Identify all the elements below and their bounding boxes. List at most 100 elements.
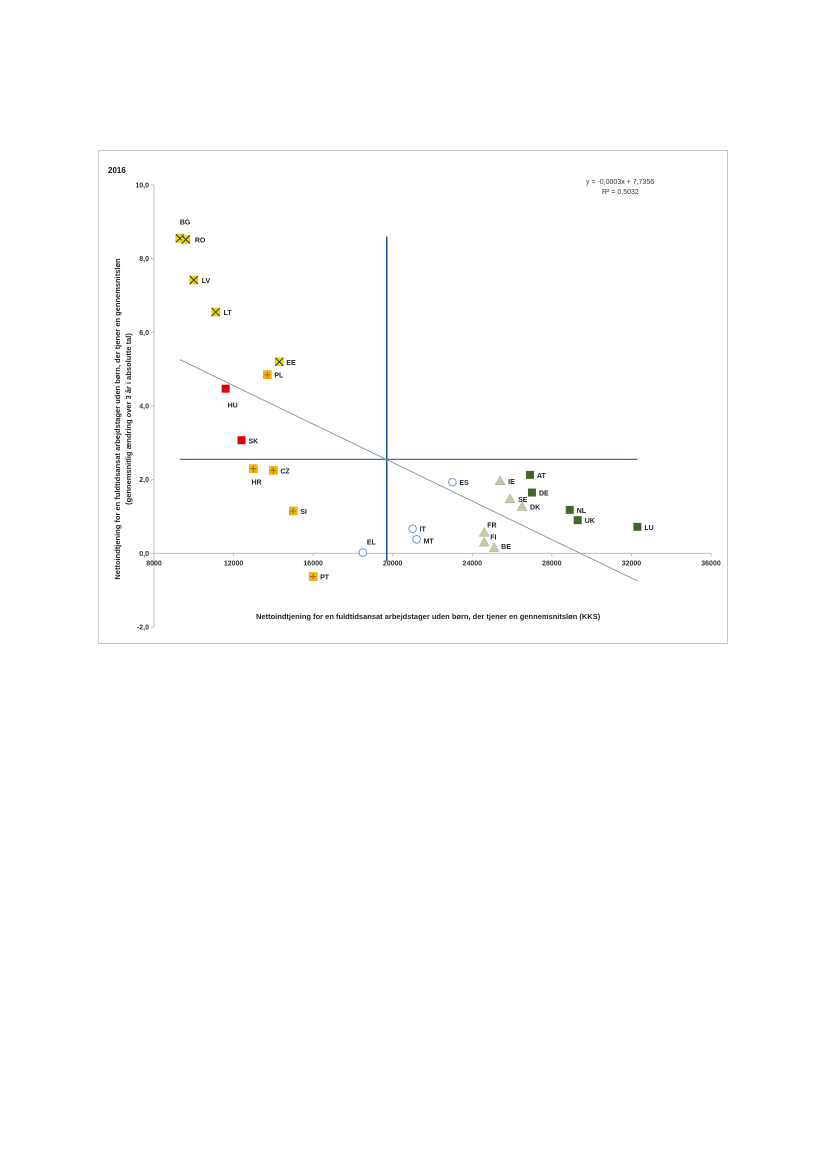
data-point-de: DE [527,488,549,498]
point-label: IE [508,479,515,486]
x-tick-label: 20000 [383,560,403,567]
trend-equation: y = -0,0003x + 7,7356 [586,179,654,186]
y-tick-label: 0,0 [139,551,149,558]
trend-r-squared: R² = 0,5032 [602,189,639,196]
point-marker [516,501,528,511]
data-point-cz: CZ [269,466,290,475]
point-marker [478,526,490,537]
point-label: DE [539,491,549,498]
point-label: IT [420,527,427,534]
data-point-el: EL [358,540,377,557]
data-point-ro: RO [181,235,206,245]
y-tick-label: 8,0 [139,256,149,263]
x-tick-label: 28000 [542,560,562,567]
chart-year-label: 2016 [108,166,126,175]
data-point-uk: UK [573,516,595,525]
point-marker [221,384,230,393]
x-tick-label: 16000 [303,560,323,567]
point-marker [448,477,457,487]
point-label: BG [180,219,191,226]
data-point-at: AT [525,470,547,480]
x-tick-label: 32000 [622,560,642,567]
data-point-pl: PL [263,370,284,380]
point-marker-plus [270,467,277,474]
point-marker [573,516,582,525]
point-marker-plus [290,507,297,514]
point-marker [237,436,246,445]
point-marker [488,542,500,553]
data-point-pt: PT [308,572,330,582]
data-point-ie: IE [494,475,515,486]
point-marker-cross [189,275,199,285]
y-tick-label: 2,0 [139,477,149,484]
x-tick-label: 12000 [224,560,244,567]
point-label: CZ [280,468,290,475]
point-label: SK [249,438,259,445]
point-marker [358,548,368,557]
data-point-dk: DK [516,501,540,512]
data-point-be: BE [488,542,511,553]
point-label: NL [577,508,587,515]
point-label: DK [530,505,540,512]
trendline [179,359,638,582]
y-tick-label: 4,0 [139,404,149,411]
data-point-ee: EE [274,357,296,367]
point-label: RO [195,238,206,245]
trendline-group [179,359,638,582]
point-label: AT [537,473,547,480]
point-label: SI [300,509,307,516]
y-tick-label: -2,0 [137,625,149,632]
point-label: HR [251,480,261,487]
data-point-se: SE [504,493,528,504]
x-tick-label: 8000 [146,560,162,567]
chart-frame: 2016 y = -0,0003x + 7,7356 R² = 0,5032 8… [98,150,728,644]
point-marker [527,488,536,497]
x-tick-label: 24000 [463,560,483,567]
point-marker [478,536,490,547]
data-point-sk: SK [237,436,259,445]
point-label: EL [367,540,377,547]
point-marker [494,475,506,486]
data-point-es: ES [448,477,469,487]
point-marker-plus [310,573,317,580]
point-marker [565,505,574,514]
y-tick-label: 6,0 [139,330,149,337]
point-marker [408,524,417,533]
point-marker-cross [274,357,284,367]
data-point-lu: LU [633,522,654,532]
data-point-lv: LV [189,275,211,285]
point-marker-plus [250,465,257,472]
data-point-nl: NL [565,505,587,515]
point-marker [525,470,534,479]
y-tick-label: 10,0 [135,183,149,190]
point-marker [633,522,642,531]
point-marker-cross [181,235,191,244]
data-point-mt: MT [412,535,434,545]
point-label: SE [518,497,528,504]
point-marker [412,535,421,544]
axes: 8000 12000 16000 20000 24000 28000 32000 36000 1… [135,183,720,632]
data-point-hr: HR [249,464,262,487]
point-label: FR [487,522,496,529]
point-label: PL [274,373,284,380]
point-label: LT [224,310,233,317]
point-label: LV [202,278,211,285]
point-marker-plus [264,371,271,378]
point-label: ES [459,480,469,487]
y-axis-title-line2: (gennemsnitlig ændring over 3 år i absol… [124,333,133,505]
point-label: UK [585,518,595,525]
data-point-fi: FI [478,534,496,547]
data-point-lt: LT [211,307,233,317]
point-label: PT [320,575,330,582]
point-label: FI [490,534,496,541]
scatter-chart: 2016 y = -0,0003x + 7,7356 R² = 0,5032 8… [108,166,721,632]
point-label: EE [286,360,296,367]
point-label: LU [644,525,653,532]
point-marker [504,493,516,504]
data-point-si: SI [289,506,307,516]
x-tick-label: 36000 [701,560,721,567]
data-point-it: IT [408,524,427,534]
data-point-hu: HU [221,384,238,410]
point-label: HU [228,403,238,410]
